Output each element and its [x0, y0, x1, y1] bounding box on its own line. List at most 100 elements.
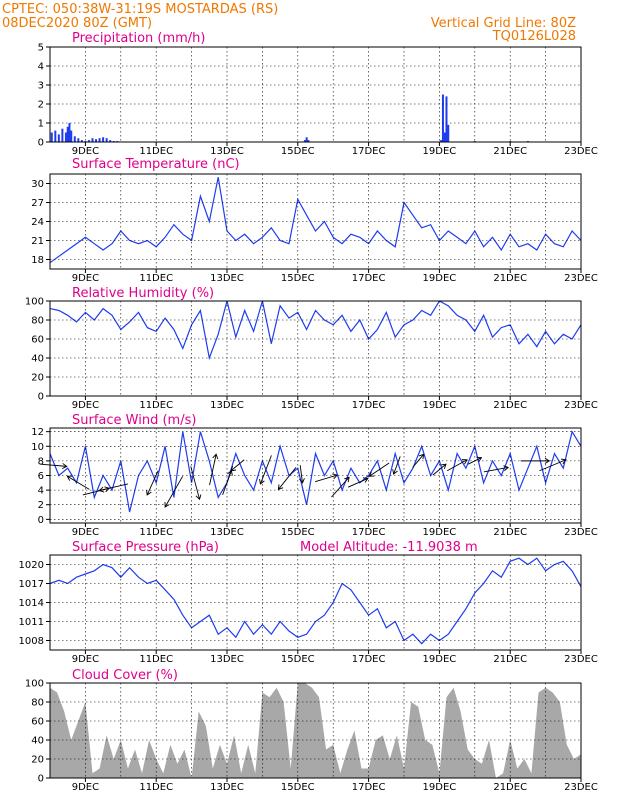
wind-vector-head — [230, 465, 237, 472]
precip-bar — [54, 130, 57, 142]
wind-vector — [467, 457, 482, 465]
wind-vector-head — [368, 471, 375, 477]
precip-xtick-label: 9DEC — [72, 146, 99, 157]
wind-vector — [190, 466, 200, 500]
precip-bar — [77, 138, 80, 142]
precip-ytick-label: 0 — [38, 138, 44, 149]
temp-series-line — [49, 177, 582, 264]
precip-bar — [447, 124, 450, 142]
rh-xtick-label: 21DEC — [493, 400, 527, 411]
cloud-ytick-label: 0 — [38, 774, 44, 785]
pres-xtick-label: 21DEC — [493, 654, 527, 665]
precip-bar — [91, 138, 94, 142]
temp-xtick-label: 17DEC — [352, 273, 386, 284]
model-altitude: Model Altitude: -11.9038 m — [300, 540, 478, 555]
precip-ytick-label: 3 — [38, 81, 44, 92]
cloud-ytick-label: 40 — [31, 736, 44, 747]
wind-vector-head — [418, 453, 425, 460]
precip-bar — [73, 136, 76, 142]
pres-xtick-label: 17DEC — [352, 654, 386, 665]
precip-bar — [303, 140, 306, 142]
precip-title: Precipitation (mm/h) — [72, 31, 205, 46]
wind-vector — [314, 474, 338, 483]
precip-ytick-label: 4 — [38, 62, 44, 73]
wind-ytick-label: 2 — [38, 500, 44, 511]
precip-bar — [66, 126, 69, 142]
precip-bar — [102, 137, 105, 142]
wind-xtick-label: 23DEC — [564, 527, 598, 538]
wind-vector-head — [212, 453, 219, 460]
wind-vector — [539, 459, 567, 472]
wind-ytick-label: 6 — [38, 471, 44, 482]
wind-vector-head — [298, 478, 305, 484]
wind-xtick-label: 17DEC — [352, 527, 386, 538]
wind-series-line — [49, 430, 582, 513]
wind-vector — [222, 470, 232, 496]
wind-vector-head — [503, 465, 509, 472]
header-location: CPTEC: 050:38W-31:19S MOSTARDAS (RS) — [2, 2, 278, 17]
wind-vector — [347, 477, 369, 488]
wind-vector-head — [476, 456, 483, 463]
cloud-area — [50, 683, 581, 778]
rh-ytick-label: 60 — [31, 335, 44, 346]
wind-vector-head — [164, 501, 170, 508]
precip-bar — [105, 138, 108, 142]
wind-vector — [369, 462, 390, 477]
precip-bar — [68, 123, 71, 142]
wind-vector — [230, 459, 245, 472]
precip-bar — [98, 138, 101, 142]
precip-ytick-label: 2 — [38, 100, 44, 111]
cloud-xtick-label: 23DEC — [564, 782, 598, 793]
pres-xtick-label: 11DEC — [139, 654, 173, 665]
wind-vector-head — [362, 477, 369, 483]
cloud-ytick-label: 100 — [25, 679, 44, 690]
precip-xtick-label: 19DEC — [423, 146, 457, 157]
precip-xtick-label: 11DEC — [139, 146, 173, 157]
wind-vector — [446, 459, 468, 472]
cloud-xtick-label: 9DEC — [72, 782, 99, 793]
pres-ytick-label: 1014 — [19, 598, 44, 609]
temp-panel: 18 21 24 27 30 9DEC 11DEC 13DEC 15DEC 17DEC 19DEC 2… — [31, 173, 598, 284]
header-model-id: TQ0126L028 — [492, 29, 576, 44]
temp-xtick-label: 13DEC — [210, 273, 244, 284]
pres-xtick-label: 9DEC — [72, 654, 99, 665]
wind-vector-head — [544, 457, 551, 464]
wind-vector-head — [277, 484, 284, 491]
precip-bar — [443, 132, 446, 142]
temp-xtick-label: 9DEC — [72, 273, 99, 284]
cloud-xtick-label: 19DEC — [423, 782, 457, 793]
precip-bar — [305, 137, 308, 142]
wind-vector — [299, 465, 303, 483]
temp-xtick-label: 15DEC — [281, 273, 315, 284]
wind-vector-head — [66, 475, 73, 481]
wind-ytick-label: 8 — [38, 456, 44, 467]
rh-xtick-label: 17DEC — [352, 400, 386, 411]
cloud-xtick-label: 13DEC — [210, 782, 244, 793]
wind-vector-head — [560, 458, 567, 465]
precip-bar — [441, 94, 444, 142]
cloud-xtick-label: 17DEC — [352, 782, 386, 793]
wind-vector — [99, 483, 129, 491]
cloud-ytick-label: 20 — [31, 755, 44, 766]
temp-ytick-label: 27 — [31, 198, 44, 209]
wind-vector — [67, 475, 90, 490]
wind-vector — [278, 467, 297, 490]
wind-vector — [483, 467, 509, 473]
wind-vector-head — [332, 473, 338, 480]
wind-panel: 0 2 4 6 8 10 12 9DEC 11DEC 13DEC 15DEC 17DEC 19DEC 21… — [31, 427, 598, 538]
pres-panel: 1008 1011 1014 1017 1020 9DEC 11DEC 13DEC 15DEC 1… — [19, 554, 598, 665]
temp-ytick-label: 21 — [31, 236, 44, 247]
wind-xtick-label: 9DEC — [72, 527, 99, 538]
pres-ytick-label: 1011 — [19, 617, 44, 628]
precip-bar — [440, 140, 443, 142]
precip-bar — [95, 139, 98, 142]
wind-vector-head — [146, 489, 152, 496]
cloud-xtick-label: 11DEC — [139, 782, 173, 793]
rh-ytick-label: 0 — [38, 392, 44, 403]
rh-ytick-label: 20 — [31, 373, 44, 384]
cloud-panel: 0 20 40 60 80 100 9DEC 11DEC 13DEC 15DEC 17DEC 19DE… — [25, 679, 598, 794]
wind-vector-head — [440, 463, 447, 470]
pres-xtick-label: 13DEC — [210, 654, 244, 665]
wind-vector — [393, 456, 401, 475]
precip-ytick-label: 1 — [38, 119, 44, 130]
